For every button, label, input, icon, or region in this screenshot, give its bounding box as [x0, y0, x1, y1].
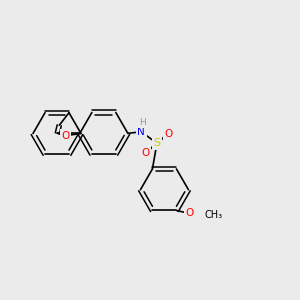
Text: N: N: [137, 127, 145, 137]
Text: O: O: [61, 131, 69, 141]
Text: S: S: [153, 138, 161, 148]
Text: O: O: [141, 148, 150, 158]
Text: O: O: [186, 208, 194, 218]
Text: O: O: [164, 129, 172, 139]
Text: CH₃: CH₃: [204, 210, 223, 220]
Text: H: H: [140, 118, 146, 127]
